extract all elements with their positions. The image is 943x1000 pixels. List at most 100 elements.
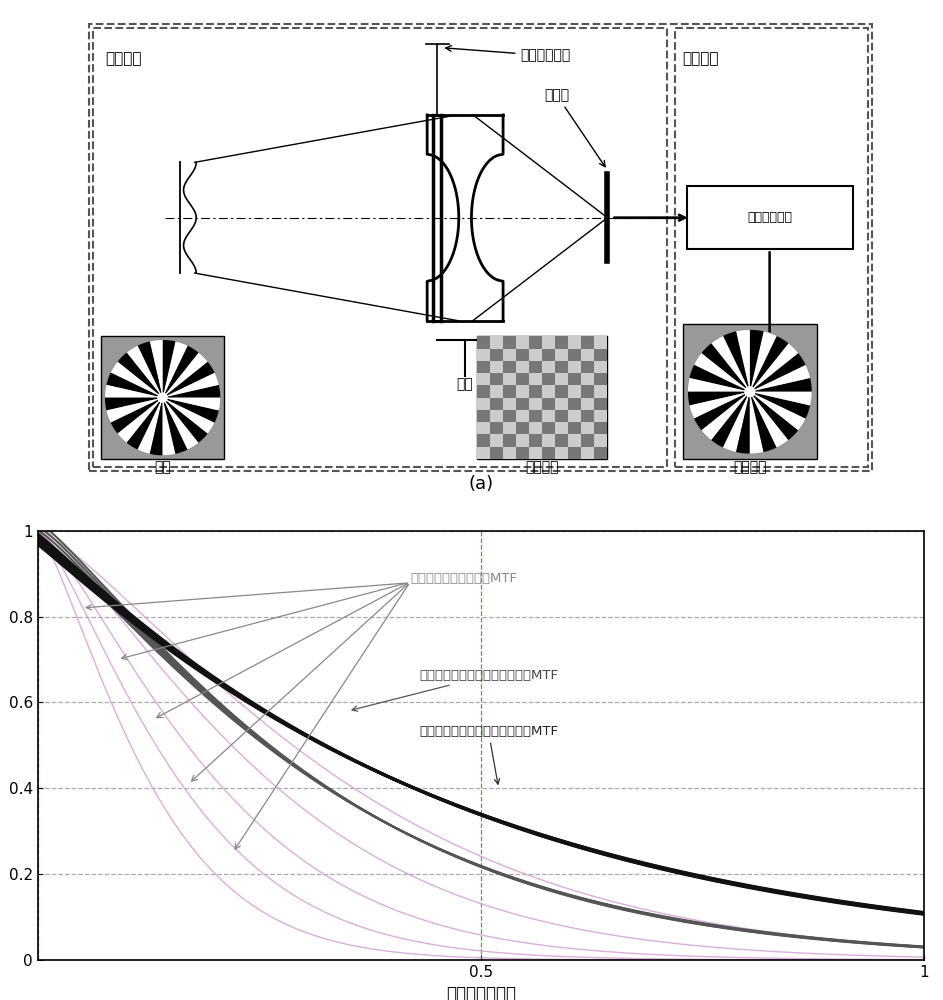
Bar — [516, 385, 529, 398]
Bar — [582, 361, 594, 373]
Bar — [516, 336, 529, 349]
Wedge shape — [750, 336, 788, 392]
Wedge shape — [162, 340, 175, 398]
Wedge shape — [118, 398, 162, 443]
Bar — [569, 361, 582, 373]
Bar — [529, 434, 542, 447]
Bar — [569, 410, 582, 422]
Bar — [529, 410, 542, 422]
Wedge shape — [736, 392, 750, 454]
Bar — [594, 336, 607, 349]
Text: 波前编码系统不同离焦下的编码MTF: 波前编码系统不同离焦下的编码MTF — [352, 669, 558, 711]
Wedge shape — [689, 365, 750, 392]
Bar — [555, 410, 569, 422]
Text: 探测器: 探测器 — [544, 88, 605, 167]
Wedge shape — [105, 385, 162, 398]
Bar — [582, 410, 594, 422]
Wedge shape — [750, 331, 777, 392]
Bar — [569, 336, 582, 349]
Bar — [569, 447, 582, 459]
Wedge shape — [750, 392, 805, 430]
Text: 光瞳: 光瞳 — [456, 377, 473, 391]
Wedge shape — [162, 398, 207, 443]
Bar — [529, 373, 542, 385]
Wedge shape — [162, 398, 188, 454]
Bar — [503, 361, 516, 373]
Bar — [582, 422, 594, 434]
Bar — [101, 336, 223, 459]
Wedge shape — [694, 392, 750, 430]
Wedge shape — [162, 398, 214, 434]
Y-axis label: MTF: MTF — [0, 728, 3, 762]
Wedge shape — [750, 392, 777, 452]
Bar — [683, 324, 817, 459]
Bar — [594, 447, 607, 459]
Bar — [490, 361, 503, 373]
Bar — [490, 447, 503, 459]
Bar — [542, 398, 555, 410]
Wedge shape — [723, 392, 750, 452]
Bar — [477, 361, 490, 373]
Bar — [555, 373, 569, 385]
Circle shape — [688, 330, 812, 454]
Wedge shape — [162, 346, 199, 398]
Text: 解码过程: 解码过程 — [683, 52, 720, 67]
Bar — [516, 410, 529, 422]
Wedge shape — [110, 398, 162, 434]
Wedge shape — [162, 398, 175, 455]
Bar — [555, 434, 569, 447]
Wedge shape — [694, 353, 750, 392]
Bar — [542, 336, 555, 349]
Wedge shape — [150, 340, 162, 398]
Bar — [555, 447, 569, 459]
Wedge shape — [138, 398, 162, 454]
Bar — [569, 385, 582, 398]
Bar — [503, 373, 516, 385]
Bar — [529, 422, 542, 434]
Text: 普通系统不同离焦下的MTF: 普通系统不同离焦下的MTF — [86, 572, 517, 610]
Bar — [594, 373, 607, 385]
Wedge shape — [110, 362, 162, 398]
Wedge shape — [162, 398, 199, 450]
Bar — [594, 398, 607, 410]
Wedge shape — [711, 392, 750, 447]
Bar — [490, 422, 503, 434]
Wedge shape — [105, 398, 162, 410]
Bar — [516, 361, 529, 373]
Bar — [569, 422, 582, 434]
Bar — [594, 422, 607, 434]
Wedge shape — [138, 341, 162, 398]
Bar — [490, 336, 503, 349]
Bar — [503, 447, 516, 459]
Bar — [477, 349, 490, 361]
Bar — [477, 398, 490, 410]
Bar — [569, 434, 582, 447]
Bar — [542, 385, 555, 398]
Wedge shape — [107, 398, 162, 423]
Bar — [582, 373, 594, 385]
Wedge shape — [107, 373, 162, 398]
Wedge shape — [162, 398, 221, 410]
Bar — [582, 434, 594, 447]
Wedge shape — [750, 343, 798, 392]
Bar — [594, 410, 607, 422]
Text: 奇对称相位板: 奇对称相位板 — [446, 46, 571, 63]
Bar — [529, 349, 542, 361]
Bar — [594, 361, 607, 373]
Bar — [516, 434, 529, 447]
Bar — [477, 385, 490, 398]
Bar — [582, 398, 594, 410]
Wedge shape — [750, 365, 810, 392]
Bar — [516, 373, 529, 385]
Bar — [490, 349, 503, 361]
Bar — [516, 422, 529, 434]
Bar — [542, 349, 555, 361]
Bar — [529, 361, 542, 373]
Bar — [555, 336, 569, 349]
Bar — [503, 385, 516, 398]
Wedge shape — [750, 392, 788, 447]
Bar — [477, 434, 490, 447]
Bar — [490, 410, 503, 422]
Text: 图像解码处理: 图像解码处理 — [747, 211, 792, 224]
Bar — [477, 422, 490, 434]
